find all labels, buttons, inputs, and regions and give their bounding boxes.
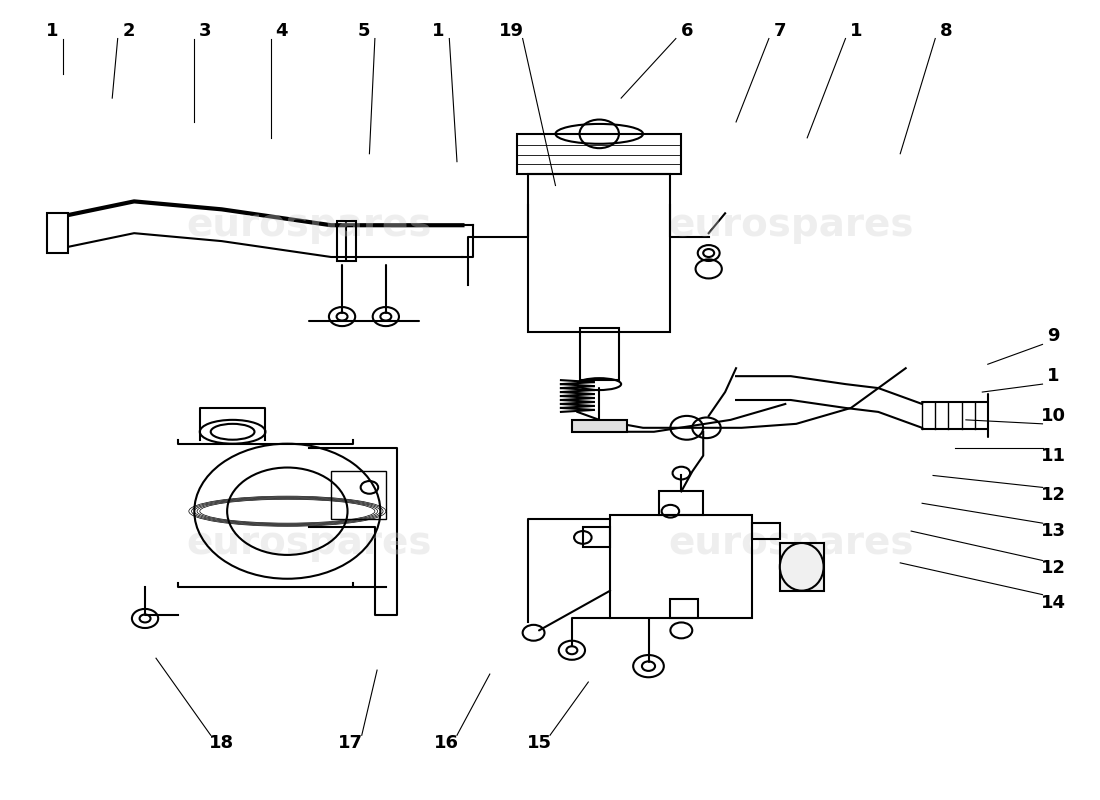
Text: 12: 12 <box>1041 486 1066 504</box>
Bar <box>780 543 824 590</box>
Bar <box>517 134 681 174</box>
Bar <box>610 515 752 618</box>
Text: 2: 2 <box>122 22 135 39</box>
Text: eurospares: eurospares <box>668 524 913 562</box>
Text: 7: 7 <box>773 22 786 39</box>
Text: 18: 18 <box>209 734 234 752</box>
Text: 13: 13 <box>1041 522 1066 540</box>
Text: eurospares: eurospares <box>187 206 432 244</box>
Bar <box>752 523 780 539</box>
Text: 17: 17 <box>339 734 363 752</box>
Text: 8: 8 <box>939 22 953 39</box>
Text: eurospares: eurospares <box>187 524 432 562</box>
Text: 16: 16 <box>433 734 459 752</box>
Text: 19: 19 <box>499 22 525 39</box>
Bar <box>659 491 703 515</box>
Bar <box>583 527 610 547</box>
Ellipse shape <box>780 543 824 590</box>
Text: 1: 1 <box>1047 367 1059 385</box>
Text: 10: 10 <box>1041 407 1066 425</box>
Text: 11: 11 <box>1041 446 1066 465</box>
Text: 14: 14 <box>1041 594 1066 611</box>
Text: 3: 3 <box>199 22 211 39</box>
Text: 12: 12 <box>1041 559 1066 578</box>
Text: 4: 4 <box>276 22 288 39</box>
Bar <box>528 174 670 333</box>
Text: 1: 1 <box>850 22 862 39</box>
Bar <box>580 329 619 380</box>
Text: 1: 1 <box>432 22 444 39</box>
Text: eurospares: eurospares <box>668 206 913 244</box>
Text: 15: 15 <box>527 734 551 752</box>
Text: 1: 1 <box>46 22 58 39</box>
Bar <box>337 222 356 261</box>
Text: 6: 6 <box>681 22 693 39</box>
Bar <box>572 420 627 432</box>
Bar <box>670 598 697 618</box>
Text: 5: 5 <box>358 22 371 39</box>
Text: 9: 9 <box>1047 327 1059 346</box>
Bar <box>46 214 68 253</box>
Bar <box>331 471 386 519</box>
